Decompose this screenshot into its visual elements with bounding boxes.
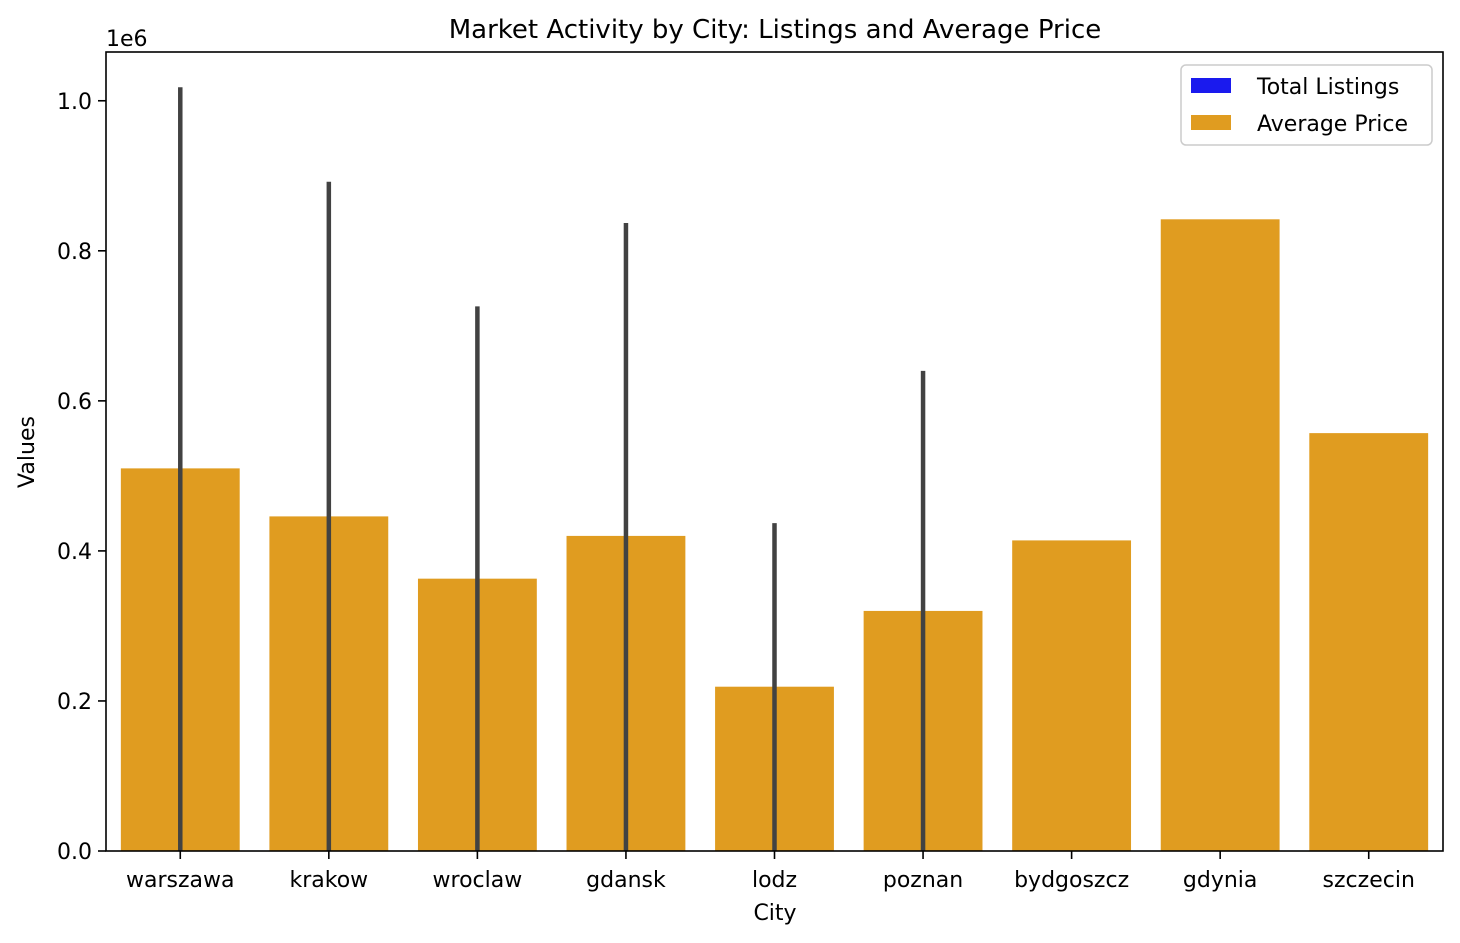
x-tick-label-gdynia: gdynia: [1183, 868, 1258, 893]
y-offset-text: 1e6: [106, 27, 148, 52]
legend-box: [1180, 64, 1433, 146]
x-tick-label-gdansk: gdansk: [586, 868, 666, 893]
bar-average-price-gdynia: [1160, 219, 1280, 851]
x-tick-label-lodz: lodz: [752, 868, 797, 893]
legend-swatch-total-listings: [1191, 78, 1231, 93]
x-tick-label-wroclaw: wroclaw: [433, 868, 523, 893]
y-tick-label: 0.4: [57, 540, 92, 565]
y-tick-label: 0.0: [57, 840, 92, 865]
legend-label-average-price: Average Price: [1257, 112, 1408, 137]
bar-average-price-bydgoszcz: [1012, 540, 1132, 851]
legend: Total Listings Average Price: [1180, 64, 1433, 146]
y-axis: 0.0 0.2 0.4 0.6 0.8 1.0: [57, 90, 106, 865]
legend-label-total-listings: Total Listings: [1256, 75, 1399, 100]
x-tick-label-warszawa: warszawa: [126, 868, 235, 893]
x-axis: warszawa krakow wroclaw gdansk lodz poznan byd…: [126, 851, 1415, 893]
x-tick-label-krakow: krakow: [289, 868, 368, 893]
x-tick-label-bydgoszcz: bydgoszcz: [1014, 868, 1129, 893]
y-tick-label: 0.6: [57, 390, 92, 415]
chart-title: Market Activity by City: Listings and Av…: [449, 15, 1102, 45]
x-tick-label-poznan: poznan: [883, 868, 963, 893]
y-tick-label: 1.0: [57, 90, 92, 115]
y-axis-label: Values: [15, 416, 40, 488]
y-tick-label: 0.8: [57, 240, 92, 265]
y-tick-label: 0.2: [57, 690, 92, 715]
x-axis-label: City: [753, 901, 796, 926]
error-bars-layer: [178, 87, 926, 851]
x-tick-label-szczecin: szczecin: [1323, 868, 1415, 893]
bar-average-price-szczecin: [1309, 433, 1429, 851]
legend-swatch-average-price: [1191, 115, 1231, 130]
